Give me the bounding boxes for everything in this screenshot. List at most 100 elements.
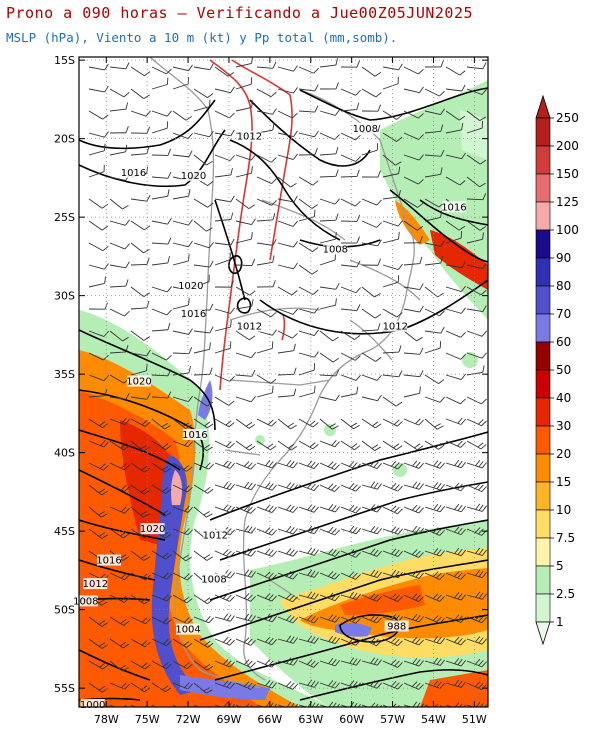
wind-barb bbox=[319, 682, 336, 689]
wind-barb-feather bbox=[306, 659, 313, 665]
wind-barb bbox=[235, 594, 251, 602]
wind-barb-feather bbox=[205, 616, 211, 622]
colorbar-label: 80 bbox=[556, 279, 571, 293]
wind-barb-feather bbox=[244, 525, 250, 532]
wind-barb bbox=[214, 506, 231, 513]
wind-barb-feather bbox=[415, 461, 421, 468]
wind-barb bbox=[298, 704, 308, 707]
wind-barb-feather bbox=[335, 109, 340, 116]
wind-barb bbox=[298, 550, 315, 556]
wind-barb-feather bbox=[243, 505, 250, 511]
wind-barb-feather bbox=[440, 256, 443, 264]
wind-barb bbox=[235, 286, 250, 296]
wind-barb-feather bbox=[440, 124, 444, 132]
lat-lon-grid bbox=[79, 57, 488, 707]
wind-barb-feather bbox=[204, 486, 211, 492]
wind-barb-feather bbox=[394, 594, 400, 601]
wind-barb-feather bbox=[376, 374, 382, 381]
wind-barb bbox=[361, 286, 375, 298]
wind-barb bbox=[172, 462, 187, 472]
wind-barb-feather bbox=[271, 595, 277, 602]
wind-barb-feather bbox=[209, 326, 214, 334]
wind-barb bbox=[424, 616, 440, 624]
wind-barb-feather bbox=[208, 463, 214, 470]
wind-barb-feather bbox=[459, 70, 466, 76]
wind-barb-feather bbox=[271, 199, 277, 206]
wind-barb-feather bbox=[478, 548, 484, 555]
wind-barb-feather bbox=[101, 225, 109, 231]
wind-barb-feather bbox=[334, 464, 340, 470]
wind-barb bbox=[382, 484, 398, 492]
wind-barb-feather bbox=[356, 60, 360, 68]
wind-barb-feather bbox=[355, 618, 361, 624]
wind-barb bbox=[382, 638, 398, 647]
wind-barb-feather bbox=[310, 483, 316, 490]
wind-barb bbox=[466, 352, 483, 359]
wind-barb bbox=[298, 462, 315, 470]
wind-barb-feather bbox=[433, 680, 439, 687]
wind-barb bbox=[88, 395, 105, 398]
wind-barb-feather bbox=[461, 261, 466, 268]
wind-barb-feather bbox=[331, 659, 337, 666]
wind-barb-feather bbox=[185, 556, 192, 562]
wind-barb-feather bbox=[460, 505, 466, 513]
wind-barb bbox=[109, 704, 116, 707]
wind-barb-feather bbox=[376, 463, 382, 469]
wind-barb-feather bbox=[355, 463, 361, 470]
wind-barb bbox=[319, 238, 336, 244]
wind-barb-feather bbox=[355, 200, 361, 207]
wind-barb bbox=[193, 616, 210, 624]
wind-barb-feather bbox=[230, 280, 234, 288]
wind-barb-feather bbox=[437, 292, 444, 298]
wind-barb-feather bbox=[374, 71, 382, 77]
wind-barb-feather bbox=[353, 424, 360, 430]
wind-barb-feather bbox=[248, 204, 255, 209]
wind-barb-feather bbox=[481, 684, 487, 690]
wind-barb-feather bbox=[229, 639, 235, 646]
wind-barb bbox=[298, 484, 315, 492]
wind-barb-feather bbox=[102, 423, 109, 429]
wind-barb bbox=[130, 418, 146, 427]
wind-barb-feather bbox=[183, 617, 190, 623]
wind-barb-feather bbox=[271, 682, 277, 689]
wind-barb-feather bbox=[285, 570, 292, 577]
wind-barb bbox=[151, 594, 168, 602]
wind-barb-feather bbox=[390, 593, 397, 599]
lat-label: 45S bbox=[54, 525, 75, 538]
wind-barb-feather bbox=[411, 504, 418, 511]
wind-barb-feather bbox=[293, 343, 296, 351]
wind-barb bbox=[424, 262, 441, 266]
wind-barb bbox=[403, 484, 420, 490]
wind-barb-feather bbox=[481, 420, 487, 427]
wind-barb-feather bbox=[376, 596, 382, 602]
wind-barb bbox=[109, 176, 126, 181]
isobar-label-bg bbox=[121, 166, 146, 178]
wind-barb-feather bbox=[397, 662, 403, 668]
wind-barb-feather bbox=[356, 214, 361, 222]
wind-barb bbox=[88, 330, 105, 337]
wind-barb-feather bbox=[349, 591, 355, 598]
wind-barb bbox=[340, 154, 356, 162]
wind-barb-feather bbox=[101, 601, 108, 606]
wind-barb-feather bbox=[307, 679, 313, 686]
wind-barb bbox=[445, 129, 462, 134]
wind-barb-feather bbox=[186, 466, 193, 472]
wind-barb bbox=[256, 506, 273, 513]
wind-barb bbox=[382, 154, 396, 166]
wind-barb-feather bbox=[145, 363, 148, 371]
wind-barb-feather bbox=[292, 484, 298, 491]
wind-barb-feather bbox=[121, 682, 127, 689]
wind-barb bbox=[424, 638, 441, 645]
wind-barb-feather bbox=[141, 419, 148, 426]
wind-barb-feather bbox=[418, 596, 424, 602]
wind-barb-feather bbox=[460, 529, 466, 535]
wind-barb bbox=[277, 308, 294, 315]
wind-barb-feather bbox=[122, 643, 130, 649]
wind-barb bbox=[403, 682, 419, 690]
wind-barb-feather bbox=[334, 595, 340, 602]
wind-barb-feather bbox=[125, 392, 130, 400]
colorbar-bottom-arrow bbox=[535, 621, 551, 646]
wind-barb-feather bbox=[355, 374, 361, 381]
wind-barb-feather bbox=[122, 336, 129, 342]
wind-barb-feather bbox=[373, 639, 379, 645]
